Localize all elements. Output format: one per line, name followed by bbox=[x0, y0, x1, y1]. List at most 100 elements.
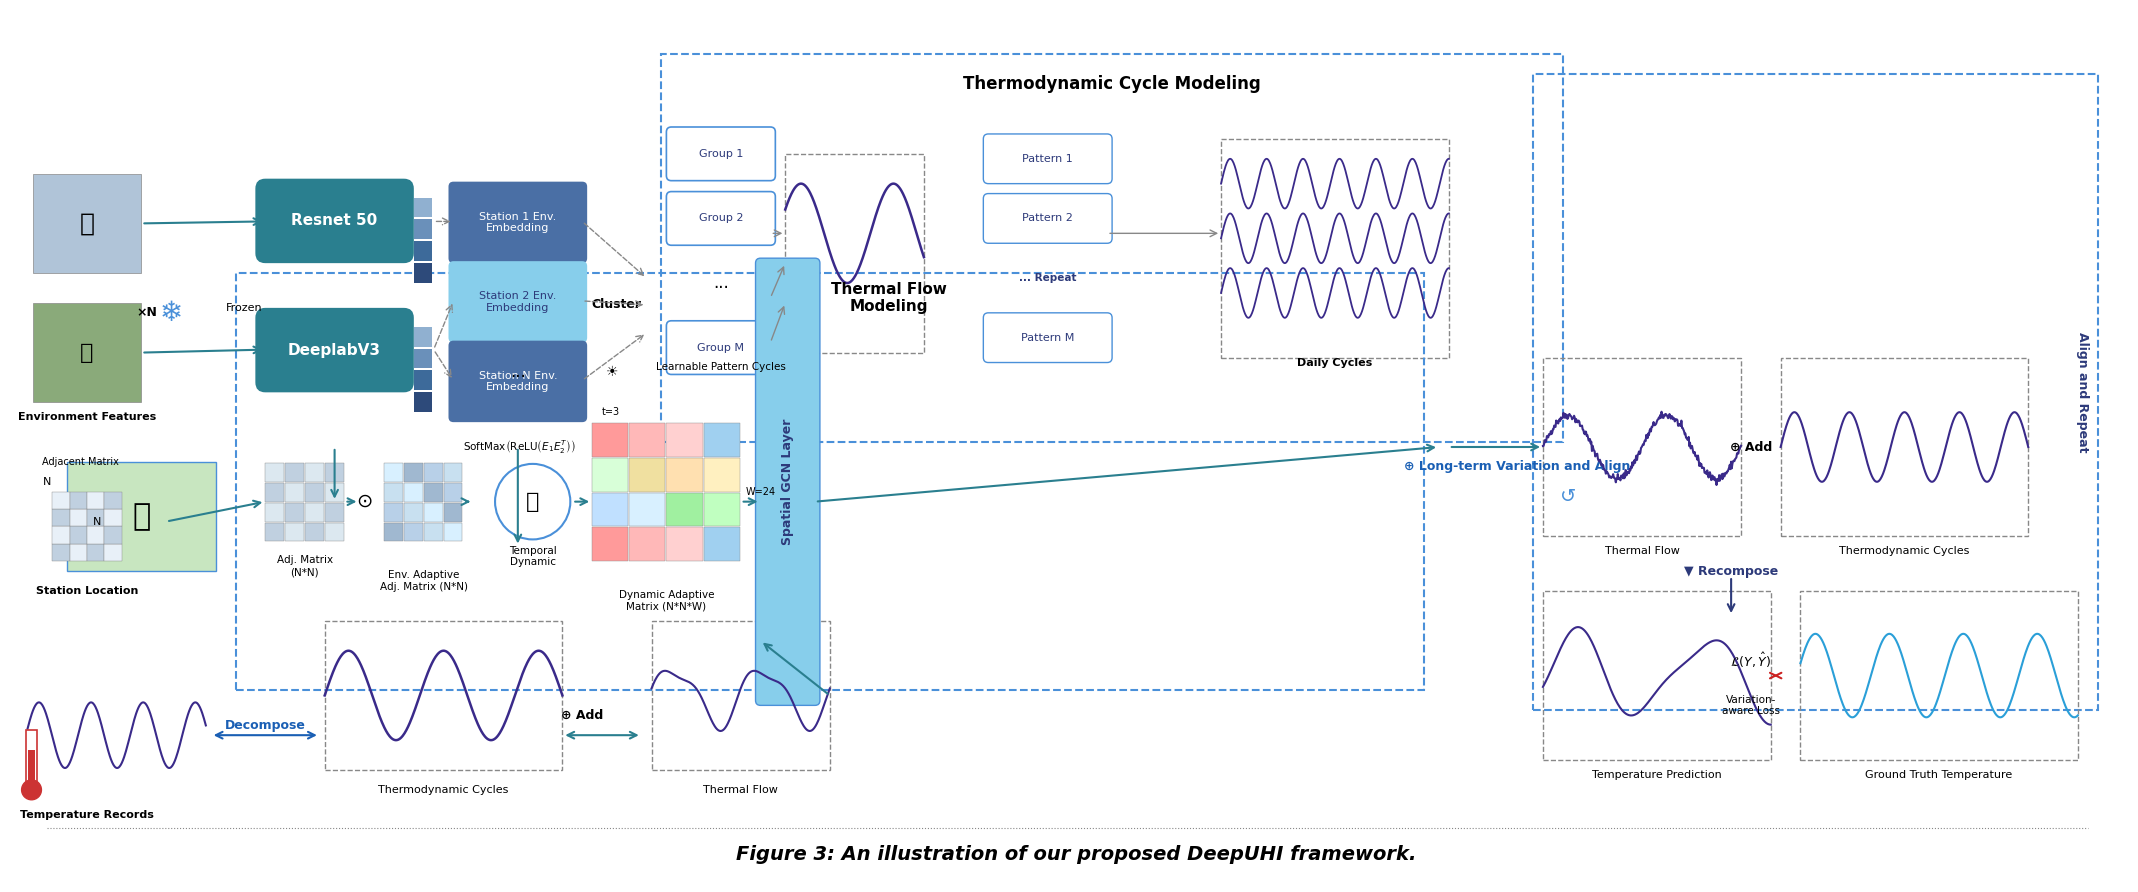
Bar bbox=[105, 491, 122, 509]
Text: N: N bbox=[43, 477, 51, 487]
Text: Group 2: Group 2 bbox=[699, 213, 744, 223]
Bar bbox=[415, 349, 432, 368]
Text: Thermodynamic Cycles: Thermodynamic Cycles bbox=[1839, 546, 1969, 557]
Bar bbox=[51, 491, 71, 509]
Bar bbox=[404, 463, 423, 482]
Bar bbox=[385, 483, 402, 501]
Text: Learnable Pattern Cycles: Learnable Pattern Cycles bbox=[656, 362, 787, 373]
Text: Station 1 Env.
Embedding: Station 1 Env. Embedding bbox=[479, 211, 556, 233]
Bar bbox=[415, 241, 432, 261]
FancyBboxPatch shape bbox=[254, 178, 415, 263]
Bar bbox=[785, 153, 924, 352]
Bar bbox=[629, 423, 665, 457]
Bar bbox=[667, 527, 703, 561]
Bar bbox=[661, 54, 1563, 442]
Text: SoftMax$\left(\mathrm{ReLU}\left(E_1E_2^T\right)\right)$: SoftMax$\left(\mathrm{ReLU}\left(E_1E_2^… bbox=[464, 439, 575, 456]
Text: Thermal Flow: Thermal Flow bbox=[703, 785, 778, 795]
FancyBboxPatch shape bbox=[254, 308, 415, 392]
Text: ↺: ↺ bbox=[1559, 487, 1576, 506]
Text: ...: ... bbox=[511, 363, 526, 382]
Bar bbox=[265, 523, 284, 541]
Bar bbox=[385, 523, 402, 541]
Bar bbox=[71, 526, 88, 544]
Bar bbox=[592, 527, 629, 561]
Text: Temperature Records: Temperature Records bbox=[19, 810, 154, 820]
Bar bbox=[265, 463, 284, 482]
Bar bbox=[415, 326, 432, 347]
Text: Adjacent Matrix: Adjacent Matrix bbox=[43, 457, 120, 467]
Bar bbox=[652, 621, 830, 770]
Text: Env. Adaptive
Adj. Matrix (N*N): Env. Adaptive Adj. Matrix (N*N) bbox=[381, 570, 468, 592]
Bar bbox=[306, 463, 323, 482]
Text: Group M: Group M bbox=[697, 343, 744, 352]
Text: Thermal Flow: Thermal Flow bbox=[1604, 546, 1680, 557]
Text: Station 2 Env.
Embedding: Station 2 Env. Embedding bbox=[479, 291, 556, 313]
Bar bbox=[71, 509, 88, 526]
Text: W=24: W=24 bbox=[746, 487, 776, 497]
Text: ×N: ×N bbox=[137, 306, 156, 319]
Bar bbox=[592, 423, 629, 457]
Bar bbox=[443, 523, 462, 541]
Bar bbox=[51, 526, 71, 544]
Bar bbox=[88, 509, 105, 526]
Text: ☀: ☀ bbox=[605, 366, 618, 379]
Bar bbox=[1544, 591, 1770, 760]
Bar bbox=[415, 219, 432, 239]
Circle shape bbox=[496, 464, 571, 540]
Bar bbox=[325, 463, 344, 482]
Text: N: N bbox=[92, 516, 100, 526]
Bar bbox=[423, 503, 443, 522]
FancyBboxPatch shape bbox=[667, 127, 776, 181]
Bar bbox=[325, 503, 344, 522]
Text: Environment Features: Environment Features bbox=[17, 412, 156, 422]
Text: ⊙: ⊙ bbox=[357, 492, 372, 511]
Text: Decompose: Decompose bbox=[224, 719, 306, 731]
FancyBboxPatch shape bbox=[449, 261, 588, 343]
Bar bbox=[88, 544, 105, 561]
Bar bbox=[26, 731, 38, 789]
Bar bbox=[1544, 358, 1740, 536]
Bar bbox=[32, 303, 141, 402]
Bar bbox=[284, 483, 304, 501]
Bar bbox=[404, 503, 423, 522]
Bar bbox=[703, 492, 740, 526]
Bar bbox=[105, 509, 122, 526]
Text: Ground Truth Temperature: Ground Truth Temperature bbox=[1866, 770, 2012, 780]
Bar bbox=[443, 483, 462, 501]
Text: Adj. Matrix
(N*N): Adj. Matrix (N*N) bbox=[276, 556, 334, 577]
Bar bbox=[51, 509, 71, 526]
Text: Group 1: Group 1 bbox=[699, 149, 744, 159]
Bar bbox=[1800, 591, 2078, 760]
Bar bbox=[404, 523, 423, 541]
FancyBboxPatch shape bbox=[449, 341, 588, 422]
Bar bbox=[629, 458, 665, 491]
Text: Thermal Flow
Modeling: Thermal Flow Modeling bbox=[832, 282, 947, 314]
Bar bbox=[105, 544, 122, 561]
Bar bbox=[284, 523, 304, 541]
Bar bbox=[415, 263, 432, 283]
Bar bbox=[592, 458, 629, 491]
Bar bbox=[703, 423, 740, 457]
Bar bbox=[423, 523, 443, 541]
Bar bbox=[306, 503, 323, 522]
Text: Pattern 1: Pattern 1 bbox=[1022, 153, 1073, 164]
Bar bbox=[325, 483, 344, 501]
Bar bbox=[71, 544, 88, 561]
Text: Dynamic Adaptive
Matrix (N*N*W): Dynamic Adaptive Matrix (N*N*W) bbox=[618, 591, 714, 612]
Text: 🏙: 🏙 bbox=[79, 211, 94, 235]
Text: $\mathcal{L}(Y, \hat{Y})$: $\mathcal{L}(Y, \hat{Y})$ bbox=[1730, 651, 1772, 670]
Text: Pattern M: Pattern M bbox=[1022, 333, 1075, 343]
Bar bbox=[415, 392, 432, 412]
Bar bbox=[66, 462, 216, 571]
Bar bbox=[1781, 358, 2029, 536]
Bar bbox=[88, 491, 105, 509]
FancyBboxPatch shape bbox=[667, 192, 776, 245]
Text: 🗺: 🗺 bbox=[133, 502, 150, 531]
Text: 🏘: 🏘 bbox=[81, 343, 94, 362]
Bar bbox=[51, 544, 71, 561]
Bar bbox=[88, 526, 105, 544]
Text: ▼ Recompose: ▼ Recompose bbox=[1685, 565, 1779, 578]
Bar bbox=[284, 463, 304, 482]
Bar bbox=[443, 503, 462, 522]
Bar bbox=[235, 273, 1424, 690]
